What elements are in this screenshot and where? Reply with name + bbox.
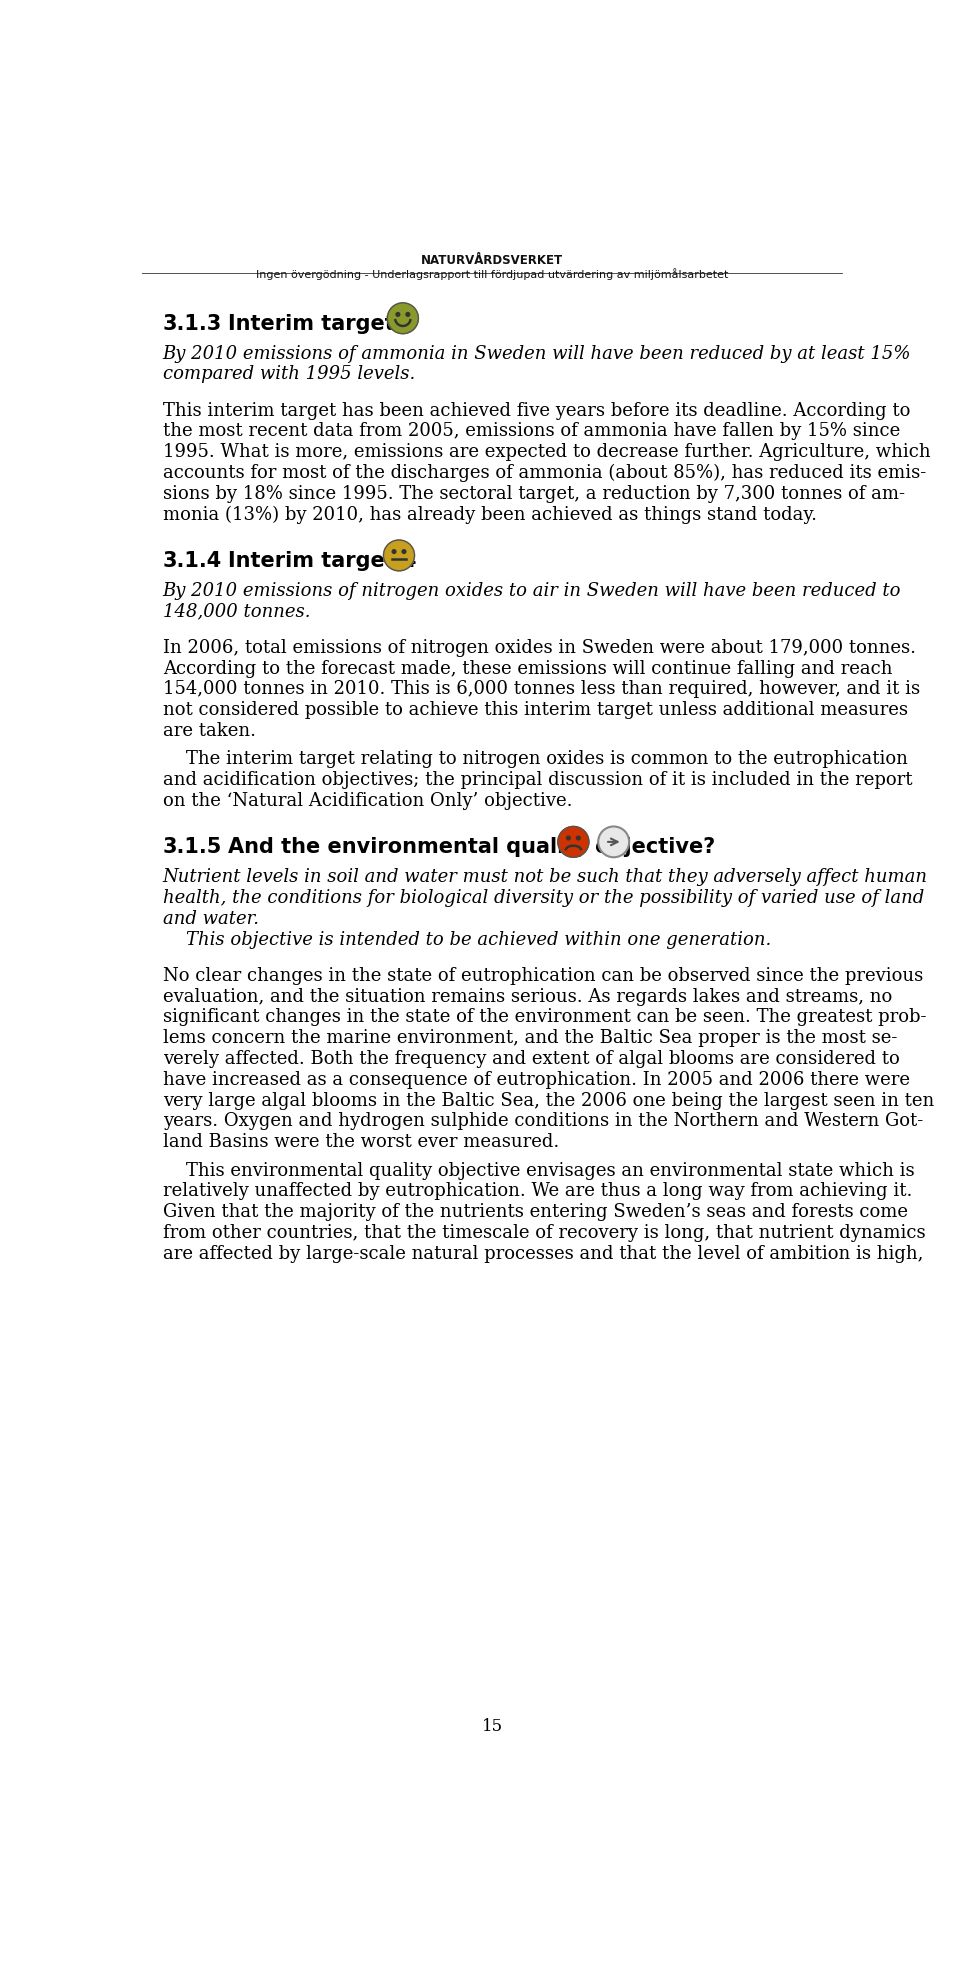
Text: lems concern the marine environment, and the Baltic Sea proper is the most se-: lems concern the marine environment, and… bbox=[162, 1028, 897, 1048]
Text: from other countries, that the timescale of recovery is long, that nutrient dyna: from other countries, that the timescale… bbox=[162, 1223, 925, 1241]
Text: 148,000 tonnes.: 148,000 tonnes. bbox=[162, 602, 310, 620]
Text: By 2010 emissions of ammonia in Sweden will have been reduced by at least 15%: By 2010 emissions of ammonia in Sweden w… bbox=[162, 345, 911, 363]
Text: No clear changes in the state of eutrophication can be observed since the previo: No clear changes in the state of eutroph… bbox=[162, 967, 923, 985]
Text: According to the forecast made, these emissions will continue falling and reach: According to the forecast made, these em… bbox=[162, 659, 892, 677]
Text: are taken.: are taken. bbox=[162, 722, 255, 740]
Circle shape bbox=[598, 827, 629, 858]
Text: have increased as a consequence of eutrophication. In 2005 and 2006 there were: have increased as a consequence of eutro… bbox=[162, 1069, 910, 1089]
Text: and water.: and water. bbox=[162, 910, 258, 927]
Text: And the environmental quality objective?: And the environmental quality objective? bbox=[228, 837, 716, 856]
Text: Ingen övergödning - Underlagsrapport till fördjupad utvärdering av miljömålsarbe: Ingen övergödning - Underlagsrapport til… bbox=[255, 268, 729, 280]
Text: Interim target 4: Interim target 4 bbox=[228, 550, 417, 570]
Text: 1995. What is more, emissions are expected to decrease further. Agriculture, whi: 1995. What is more, emissions are expect… bbox=[162, 444, 930, 462]
Text: 15: 15 bbox=[481, 1717, 503, 1734]
Text: This environmental quality objective envisages an environmental state which is: This environmental quality objective env… bbox=[186, 1160, 915, 1180]
Text: Interim target 3: Interim target 3 bbox=[228, 314, 417, 333]
Circle shape bbox=[576, 837, 580, 840]
Text: evaluation, and the situation remains serious. As regards lakes and streams, no: evaluation, and the situation remains se… bbox=[162, 986, 892, 1004]
Text: NATURVÅRDSVERKET: NATURVÅRDSVERKET bbox=[420, 255, 564, 266]
Text: are affected by large-scale natural processes and that the level of ambition is : are affected by large-scale natural proc… bbox=[162, 1245, 923, 1263]
Text: This objective is intended to be achieved within one generation.: This objective is intended to be achieve… bbox=[186, 929, 771, 949]
Text: significant changes in the state of the environment can be seen. The greatest pr: significant changes in the state of the … bbox=[162, 1008, 926, 1026]
Text: 154,000 tonnes in 2010. This is 6,000 tonnes less than required, however, and it: 154,000 tonnes in 2010. This is 6,000 to… bbox=[162, 681, 920, 698]
Circle shape bbox=[383, 541, 415, 572]
Text: The interim target relating to nitrogen oxides is common to the eutrophication: The interim target relating to nitrogen … bbox=[186, 750, 908, 767]
Circle shape bbox=[566, 837, 570, 840]
Text: accounts for most of the discharges of ammonia (about 85%), has reduced its emis: accounts for most of the discharges of a… bbox=[162, 464, 925, 481]
Circle shape bbox=[393, 550, 396, 554]
Circle shape bbox=[396, 314, 399, 318]
Text: monia (13%) by 2010, has already been achieved as things stand today.: monia (13%) by 2010, has already been ac… bbox=[162, 505, 817, 523]
Text: compared with 1995 levels.: compared with 1995 levels. bbox=[162, 365, 415, 383]
Text: By 2010 emissions of nitrogen oxides to air in Sweden will have been reduced to: By 2010 emissions of nitrogen oxides to … bbox=[162, 582, 901, 600]
Text: years. Oxygen and hydrogen sulphide conditions in the Northern and Western Got-: years. Oxygen and hydrogen sulphide cond… bbox=[162, 1113, 923, 1131]
Text: sions by 18% since 1995. The sectoral target, a reduction by 7,300 tonnes of am-: sions by 18% since 1995. The sectoral ta… bbox=[162, 485, 904, 503]
Text: This interim target has been achieved five years before its deadline. According : This interim target has been achieved fi… bbox=[162, 401, 910, 420]
Circle shape bbox=[402, 550, 406, 554]
Text: not considered possible to achieve this interim target unless additional measure: not considered possible to achieve this … bbox=[162, 700, 907, 718]
Text: health, the conditions for biological diversity or the possibility of varied use: health, the conditions for biological di… bbox=[162, 888, 924, 908]
Text: Given that the majority of the nutrients entering Sweden’s seas and forests come: Given that the majority of the nutrients… bbox=[162, 1204, 907, 1221]
Circle shape bbox=[388, 304, 419, 335]
Text: and acidification objectives; the principal discussion of it is included in the : and acidification objectives; the princi… bbox=[162, 771, 912, 789]
Text: very large algal blooms in the Baltic Sea, the 2006 one being the largest seen i: very large algal blooms in the Baltic Se… bbox=[162, 1091, 934, 1109]
Text: 3.1.5: 3.1.5 bbox=[162, 837, 222, 856]
Text: verely affected. Both the frequency and extent of algal blooms are considered to: verely affected. Both the frequency and … bbox=[162, 1050, 900, 1067]
Text: the most recent data from 2005, emissions of ammonia have fallen by 15% since: the most recent data from 2005, emission… bbox=[162, 422, 900, 440]
Text: 3.1.4: 3.1.4 bbox=[162, 550, 222, 570]
Text: Nutrient levels in soil and water must not be such that they adversely affect hu: Nutrient levels in soil and water must n… bbox=[162, 868, 927, 886]
Text: relatively unaffected by eutrophication. We are thus a long way from achieving i: relatively unaffected by eutrophication.… bbox=[162, 1182, 912, 1200]
Circle shape bbox=[558, 827, 588, 858]
Text: 3.1.3: 3.1.3 bbox=[162, 314, 222, 333]
Circle shape bbox=[406, 314, 410, 318]
Text: In 2006, total emissions of nitrogen oxides in Sweden were about 179,000 tonnes.: In 2006, total emissions of nitrogen oxi… bbox=[162, 639, 916, 657]
Text: land Basins were the worst ever measured.: land Basins were the worst ever measured… bbox=[162, 1133, 559, 1150]
Text: on the ‘Natural Acidification Only’ objective.: on the ‘Natural Acidification Only’ obje… bbox=[162, 791, 572, 809]
